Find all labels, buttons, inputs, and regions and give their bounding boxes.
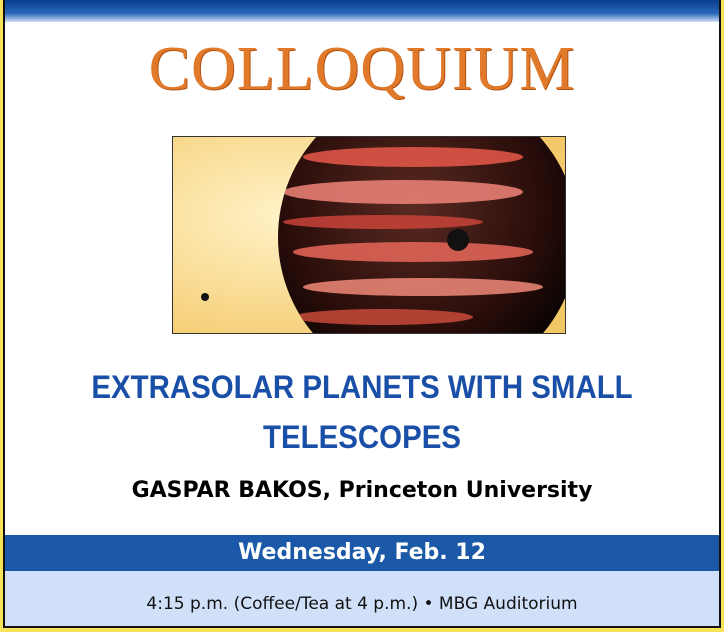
planet-image <box>172 136 566 334</box>
talk-title: EXTRASOLAR PLANETS WITH SMALL TELESCOPES <box>61 362 663 462</box>
header-title: COLLOQUIUM <box>5 34 719 105</box>
page: COLLOQUIUM EXTRASOLAR PLANETS WITH SMALL… <box>0 0 724 632</box>
date-bar: Wednesday, Feb. 12 <box>5 535 719 571</box>
poster: COLLOQUIUM EXTRASOLAR PLANETS WITH SMALL… <box>3 0 721 628</box>
event-details: 4:15 p.m. (Coffee/Tea at 4 p.m.) • MBG A… <box>5 571 719 626</box>
top-bar <box>5 0 719 22</box>
speaker: GASPAR BAKOS, Princeton University <box>5 478 719 503</box>
